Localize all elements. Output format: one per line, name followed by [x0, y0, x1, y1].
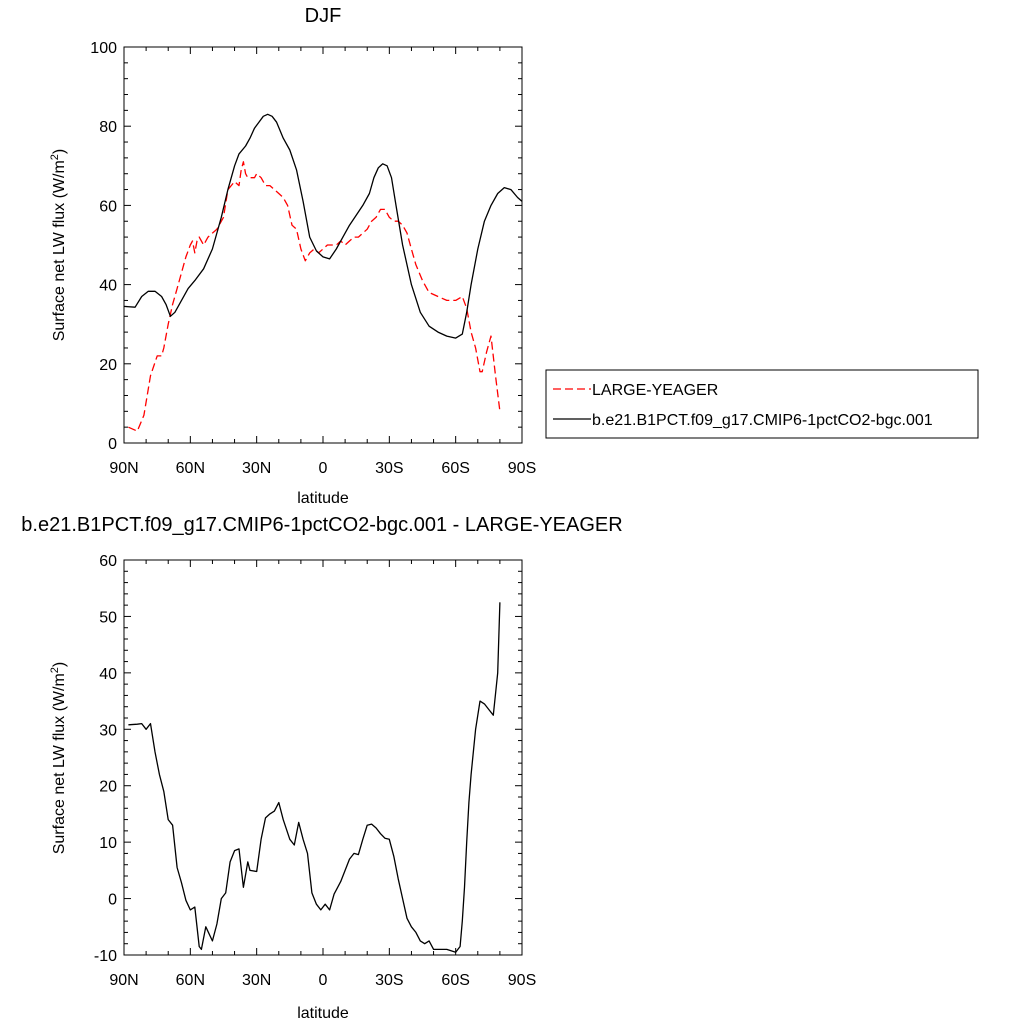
y-tick-label: 50 — [99, 609, 117, 626]
top-chart-title: DJF — [305, 5, 342, 27]
x-tick-label: 60N — [176, 460, 205, 477]
bottom-series-lines — [128, 602, 501, 953]
y-tick-label: 20 — [99, 357, 117, 374]
x-tick-label: 60S — [441, 460, 469, 477]
x-tick-label: 60S — [441, 972, 469, 989]
x-tick-label: 60N — [176, 972, 205, 989]
bottom-x-axis-label: latitude — [297, 1005, 349, 1022]
y-tick-label: 60 — [99, 198, 117, 215]
x-tick-label: 90N — [109, 460, 138, 477]
bottom-plot-frame — [123, 559, 523, 956]
y-tick-label: 0 — [108, 892, 117, 909]
y-tick-label: 20 — [99, 779, 117, 796]
legend-box — [545, 369, 979, 439]
y-tick-label: 60 — [99, 553, 117, 570]
series-line-large-yeager — [128, 161, 501, 432]
x-tick-label: 0 — [319, 460, 328, 477]
top-x-ticks: 90N 60N 30N 0 30S 60S 90S — [109, 47, 536, 477]
x-tick-label: 30S — [375, 460, 403, 477]
top-panel: DJF 0 20 40 60 80 100 90N 60N 30N 0 30S 60S 90S lat… — [49, 5, 979, 507]
bottom-panel: b.e21.B1PCT.f09_g17.CMIP6-1pctCO2-bgc.00… — [21, 514, 622, 1022]
y-tick-label: 0 — [108, 436, 117, 453]
x-tick-label: 90S — [508, 460, 536, 477]
top-series-lines — [123, 113, 523, 432]
bottom-x-ticks: 90N 60N 30N 0 30S 60S 90S — [109, 560, 536, 989]
bottom-chart-title: b.e21.B1PCT.f09_g17.CMIP6-1pctCO2-bgc.00… — [21, 514, 622, 536]
top-y-axis-label: Surface net LW flux (W/m2) — [49, 149, 68, 342]
top-y-ticks: 0 20 40 60 80 100 — [90, 40, 522, 453]
y-tick-label: -10 — [94, 948, 117, 965]
y-tick-label: 40 — [99, 666, 117, 683]
legend: LARGE-YEAGER b.e21.B1PCT.f09_g17.CMIP6-1… — [545, 369, 979, 439]
top-x-axis-label: latitude — [297, 490, 349, 507]
y-tick-label: 30 — [99, 722, 117, 739]
x-tick-label: 0 — [319, 972, 328, 989]
x-tick-label: 90N — [109, 972, 138, 989]
legend-label-bgc: b.e21.B1PCT.f09_g17.CMIP6-1pctCO2-bgc.00… — [592, 412, 933, 429]
y-tick-label: 10 — [99, 835, 117, 852]
bottom-y-ticks: -10 0 10 20 30 40 50 60 — [94, 553, 522, 965]
y-tick-label: 100 — [90, 40, 117, 57]
bottom-y-axis-label: Surface net LW flux (W/m2) — [49, 662, 68, 855]
x-tick-label: 30N — [242, 460, 271, 477]
series-line-b-e21-b1pct-f09-g17-cmip6-1pctco2-bgc-001 — [123, 113, 523, 339]
x-tick-label: 30S — [375, 972, 403, 989]
top-plot-frame — [123, 46, 523, 444]
y-tick-label: 80 — [99, 119, 117, 136]
legend-label-large-yeager: LARGE-YEAGER — [592, 382, 718, 399]
x-tick-label: 30N — [242, 972, 271, 989]
difference-series-line — [128, 602, 501, 953]
x-tick-label: 90S — [508, 972, 536, 989]
y-tick-label: 40 — [99, 278, 117, 295]
